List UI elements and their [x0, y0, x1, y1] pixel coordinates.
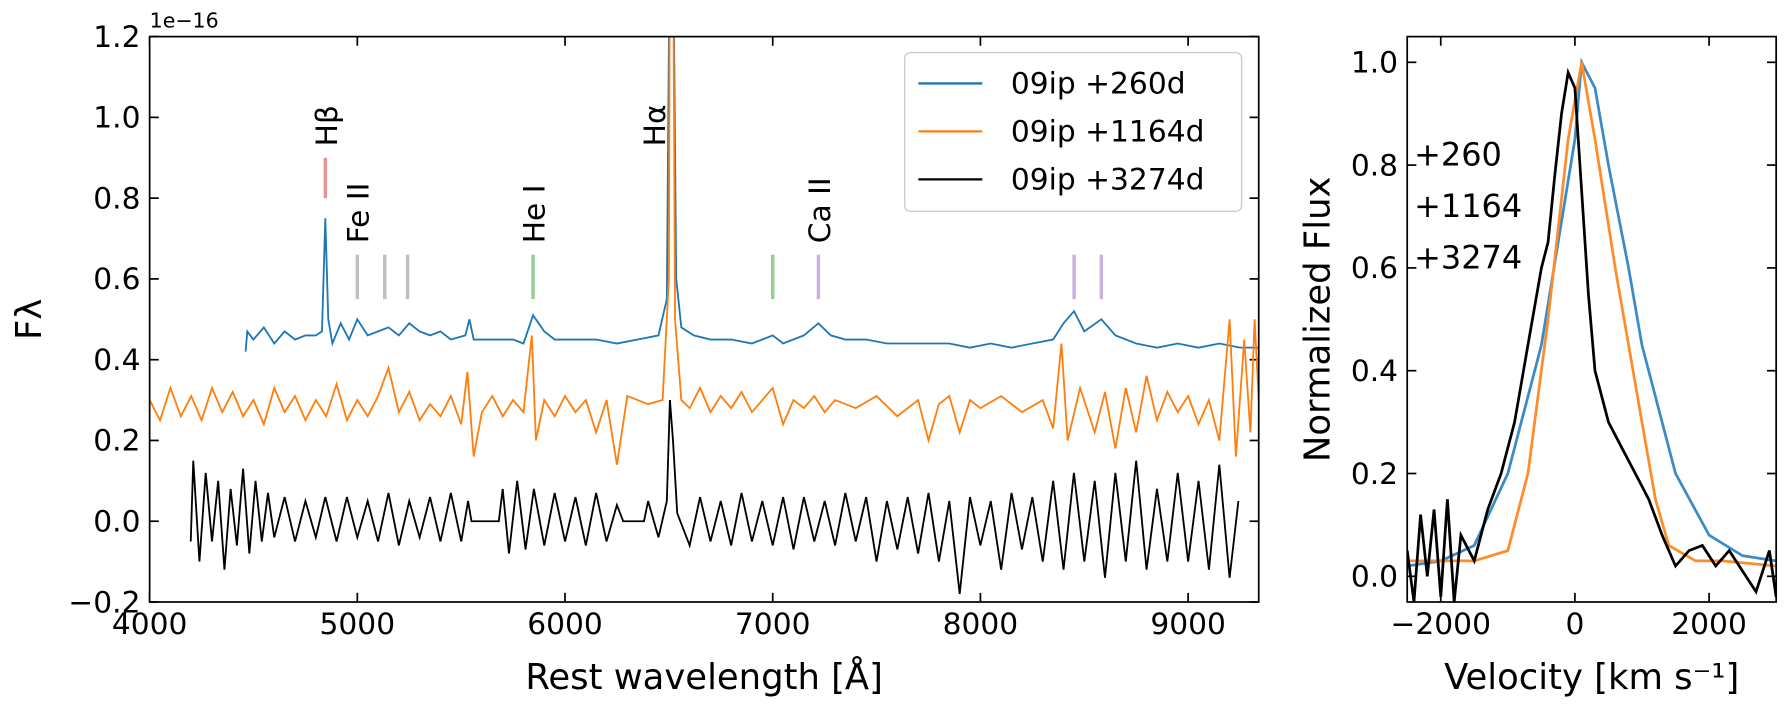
line-label: He I [517, 184, 552, 243]
series-line [189, 399, 1240, 594]
panel: −2000 0 2000 0.0 0.2 0.4 0.6 0.8 1.0 Velocity [km… [1298, 35, 1778, 698]
offset-text: 1e−16 [150, 8, 219, 32]
x-tick-label: 8000 [943, 607, 1019, 642]
x-tick-label: 7000 [735, 607, 811, 642]
axes-frame [148, 35, 1260, 603]
y-tick-label: 1.0 [93, 101, 140, 136]
x-axis-label: Velocity [km s⁻¹] [1444, 657, 1739, 698]
y-tick-label: 1.2 [93, 20, 140, 55]
y-axis-label: Normalized Flux [1298, 177, 1339, 463]
axes-frame [1406, 35, 1778, 603]
line-label: Hβ [310, 105, 345, 146]
legend-label: +1164 [1414, 187, 1522, 225]
x-tick-label: 2000 [1671, 607, 1747, 642]
x-axis-label: Rest wavelength [Å] [525, 655, 883, 698]
y-tick-label: 0.0 [93, 505, 140, 540]
x-tick-label: 9000 [1150, 607, 1226, 642]
y-tick-label: 0.4 [1351, 354, 1398, 389]
y-axis-label: Fλ [9, 299, 50, 340]
line-label: Fe II [342, 183, 377, 244]
series-line [1407, 62, 1777, 568]
y-tick-label: −0.2 [68, 585, 140, 620]
x-tick-label: 4000 [112, 607, 188, 642]
legend-label: +3274 [1414, 238, 1522, 276]
y-tick-label: 0.8 [93, 181, 140, 216]
line-label: Ca II [803, 177, 838, 243]
y-tick-label: 0.6 [93, 262, 140, 297]
y-tick-label: 0.0 [1351, 560, 1398, 595]
series-line [1407, 67, 1777, 603]
legend-box [903, 51, 1243, 213]
series-line [244, 36, 1259, 352]
x-tick-label: 0 [1565, 607, 1584, 642]
y-tick-label: 0.8 [1351, 148, 1398, 183]
legend-label: 09ip +1164d [1011, 115, 1205, 150]
x-tick-label: 5000 [320, 607, 396, 642]
legend-label: +260 [1414, 136, 1502, 174]
y-tick-label: 0.4 [93, 343, 140, 378]
y-tick-label: 0.6 [1351, 251, 1398, 286]
line-label: Hα [638, 104, 673, 146]
panel: 4000 5000 6000 7000 8000 9000 −0.2 0.0 0.2 0.4 0.6… [9, 8, 1260, 698]
x-tick-label: 6000 [527, 607, 603, 642]
y-tick-label: 1.0 [1351, 46, 1398, 81]
legend-label: 09ip +3274d [1011, 163, 1205, 198]
y-tick-label: 0.2 [93, 424, 140, 459]
x-tick-label: −2000 [1391, 607, 1491, 642]
y-tick-label: 0.2 [1351, 457, 1398, 492]
legend-label: 09ip +260d [1011, 67, 1186, 102]
series-line [149, 36, 1259, 465]
